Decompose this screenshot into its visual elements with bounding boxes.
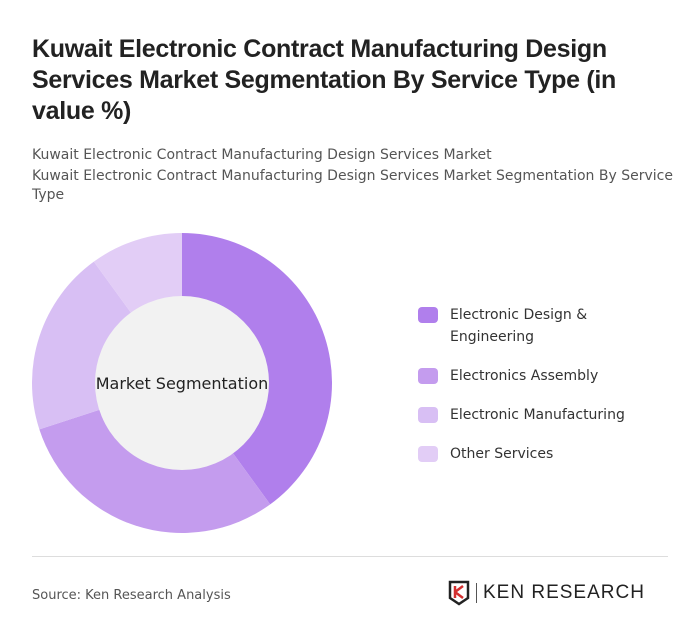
donut-chart: Market Segmentation <box>32 233 332 533</box>
ken-logo-icon <box>448 580 470 606</box>
legend-item[interactable]: Electronic Manufacturing <box>418 404 688 426</box>
legend-label: Electronic Manufacturing <box>450 407 625 423</box>
legend-label: Electronics Assembly <box>450 368 599 384</box>
divider <box>32 556 668 557</box>
center-label: Market Segmentation <box>96 374 269 393</box>
legend-item[interactable]: Other Services <box>418 443 688 465</box>
legend-swatch <box>418 368 438 384</box>
legend-swatch <box>418 307 438 323</box>
legend-swatch <box>418 407 438 423</box>
ken-research-logo: KEN RESEARCH <box>448 580 645 606</box>
donut-hole <box>95 296 269 470</box>
legend-item[interactable]: Electronics Assembly <box>418 365 688 387</box>
chart-title: Kuwait Electronic Contract Manufacturing… <box>32 35 616 125</box>
legend-swatch <box>418 446 438 462</box>
legend-item[interactable]: Electronic Design & Engineering <box>418 304 688 348</box>
logo-separator <box>476 583 477 603</box>
legend-label: Electronic Design & Engineering <box>450 307 588 345</box>
legend-label: Other Services <box>450 446 554 462</box>
source-note: Source: Ken Research Analysis <box>32 588 231 603</box>
logo-text: KEN RESEARCH <box>483 582 645 603</box>
chart-subtitle: Kuwait Electronic Contract Manufacturing… <box>32 147 492 163</box>
legend: Electronic Design & Engineering Electron… <box>418 304 688 482</box>
chart-subtitle-secondary: Kuwait Electronic Contract Manufacturing… <box>32 168 673 203</box>
